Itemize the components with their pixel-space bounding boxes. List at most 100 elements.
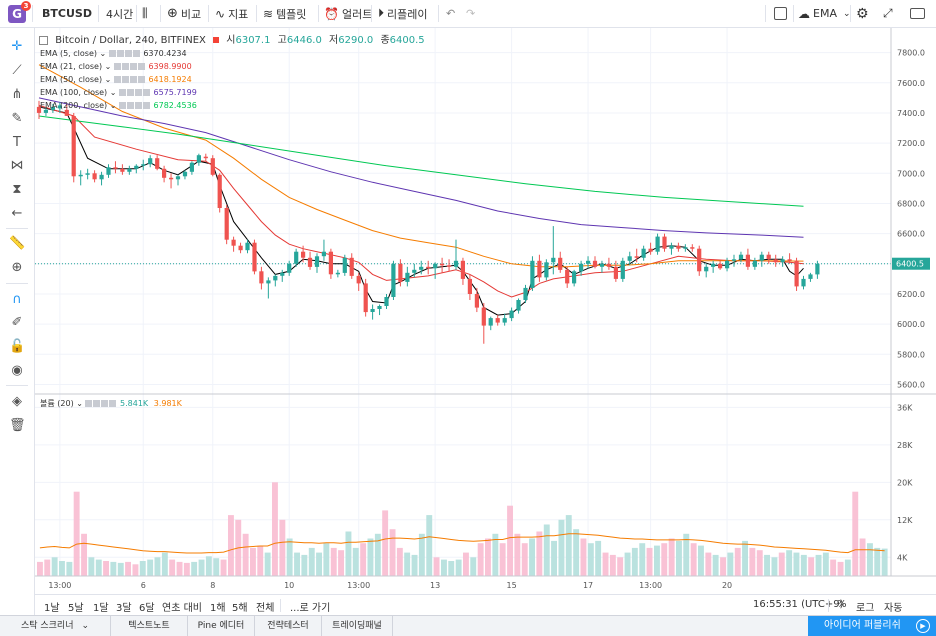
goto-date-button[interactable]: ...로 가기 <box>290 603 331 614</box>
brush-tool-icon[interactable]: ✎ <box>11 111 23 126</box>
volume-bar <box>646 547 653 576</box>
back-arrow-icon[interactable]: ← <box>11 206 23 221</box>
interval-button[interactable]: 4시간 <box>106 0 133 27</box>
range-1m[interactable]: 1달 <box>93 603 109 614</box>
ema-legend-21[interactable]: EMA (21, close) ⌄ 6398.9900 <box>40 61 192 72</box>
range-5d[interactable]: 5날 <box>68 603 84 614</box>
tab-label: Pine 에디터 <box>197 621 245 631</box>
volume-bar <box>66 561 73 576</box>
tab-strategy-tester[interactable]: 전략테스터 <box>255 616 322 636</box>
range-ytd[interactable]: 연초 대비 <box>162 603 202 614</box>
fullscreen-layout-button[interactable] <box>774 0 787 27</box>
candle-body <box>363 283 368 313</box>
publish-label: 아이디어 퍼블리쉬 <box>824 620 901 631</box>
y-tick-label: 7600.0 <box>897 79 925 88</box>
price-chart[interactable]: 5600.05800.06000.06200.06400.06600.06800… <box>35 28 936 594</box>
undo-button[interactable]: ↶ <box>446 0 455 27</box>
candle-body <box>537 260 542 278</box>
compare-button[interactable]: ⊕ 비교 <box>167 0 201 27</box>
volume-bar <box>654 545 660 576</box>
chart-style-button[interactable]: ⫼ <box>142 0 148 27</box>
trendline-tool-icon[interactable]: ⟋ <box>12 63 22 78</box>
layout-name-label: EMA <box>813 7 837 20</box>
x-tick-label: 13:00 <box>48 581 71 590</box>
range-5y[interactable]: 5해 <box>232 603 248 614</box>
volume-bar <box>749 547 756 576</box>
volume-bar <box>800 554 807 576</box>
candle-body <box>509 310 514 319</box>
volume-bar <box>220 559 227 576</box>
ema-legend-5[interactable]: EMA (5, close) ⌄ 6370.4234 <box>40 48 187 59</box>
alerts-button[interactable]: ⏰ 얼러트 <box>324 0 372 27</box>
range-3m[interactable]: 3달 <box>116 603 132 614</box>
range-1d[interactable]: 1날 <box>44 603 60 614</box>
zoom-in-icon[interactable]: ⊕ <box>11 260 23 275</box>
volume-bar <box>661 543 668 576</box>
candle-body <box>342 257 347 273</box>
indicators-button[interactable]: ∿ 지표 <box>215 0 248 27</box>
eye-icon[interactable]: ◉ <box>11 363 23 378</box>
prediction-tool-icon[interactable]: ⧗ <box>12 182 22 197</box>
maximize-button[interactable]: ⤢ <box>883 0 893 27</box>
candle-body <box>676 245 681 249</box>
axes: 5600.05800.06000.06200.06400.06600.06800… <box>35 28 936 590</box>
templates-icon: ≋ <box>263 6 274 21</box>
range-all[interactable]: 전체 <box>256 603 275 614</box>
pattern-tool-icon[interactable]: ⋈ <box>10 158 24 173</box>
range-1y[interactable]: 1해 <box>210 603 226 614</box>
lock-icon[interactable]: 🔓 <box>9 339 26 354</box>
candle-body <box>725 260 730 269</box>
log-toggle[interactable]: 로그 <box>856 603 875 614</box>
volume-bar <box>617 557 624 576</box>
legend-controls-icon <box>108 49 141 58</box>
tab-pine-editor[interactable]: Pine 에디터 <box>188 616 255 636</box>
volume-legend[interactable]: 볼륨 (20) ⌄ 5.841K 3.981K <box>40 398 182 409</box>
volume-bar <box>95 559 102 576</box>
collapse-toggle-icon[interactable] <box>39 35 48 45</box>
redo-button[interactable]: ↷ <box>466 0 475 27</box>
candle-body <box>634 256 639 258</box>
tab-text-notes[interactable]: 텍스트노트 <box>111 616 188 636</box>
cloud-icon: ☁ <box>798 6 810 21</box>
crosshair-tool-icon[interactable]: ✛ <box>11 39 23 54</box>
volume-bar <box>411 554 418 576</box>
logo-button[interactable]: G 3 <box>8 1 31 23</box>
tab-stock-screener[interactable]: 스탁 스크리너 ⌄ <box>0 616 111 636</box>
settings-button[interactable]: ⚙ <box>856 0 869 27</box>
volume-bar <box>433 557 440 576</box>
ema-legend-100[interactable]: EMA (100, close) ⌄ 6575.7199 <box>40 87 197 98</box>
legend-controls-icon <box>113 62 146 71</box>
layers-icon[interactable]: ◈ <box>12 394 22 409</box>
cloud-layout-button[interactable]: ☁ EMA ⌄ <box>798 0 851 27</box>
ruler-tool-icon[interactable]: 📏 <box>9 236 26 251</box>
candle-body <box>551 257 556 263</box>
last-price-tag <box>892 257 930 270</box>
square-icon <box>774 7 787 20</box>
range-6m[interactable]: 6달 <box>139 603 155 614</box>
candle-body <box>349 257 354 276</box>
snapshot-button[interactable] <box>910 0 925 27</box>
volume-bar <box>316 552 322 576</box>
ema-legend-50[interactable]: EMA (50, close) ⌄ 6418.1924 <box>40 74 192 85</box>
y-tick-label: 6800.0 <box>897 199 925 208</box>
stay-drawing-icon[interactable]: ✐ <box>11 315 23 330</box>
percent-toggle[interactable]: % <box>837 599 847 610</box>
pitchfork-tool-icon[interactable]: ⋔ <box>11 87 23 102</box>
clock-label[interactable]: 16:55:31 (UTC+9) <box>753 599 844 610</box>
ema-legend-200[interactable]: EMA (200, close) ⌄ 6782.4536 <box>40 100 197 111</box>
volume-ma-value: 3.981K <box>153 399 182 408</box>
candle-body <box>648 248 653 252</box>
text-tool-icon[interactable]: T <box>13 135 21 150</box>
auto-toggle[interactable]: 자동 <box>884 603 903 614</box>
close-value: 6400.5 <box>389 35 425 46</box>
volume-bar <box>837 561 844 576</box>
trash-icon[interactable]: 🗑 <box>9 418 26 433</box>
tab-trading-panel[interactable]: 트레이딩패널 <box>322 616 393 636</box>
templates-button[interactable]: ≋ 템플릿 <box>263 0 306 27</box>
symbol-search-button[interactable]: BTCUSD <box>42 0 92 27</box>
symbol-label: BTCUSD <box>42 7 92 20</box>
volume-bar <box>250 547 256 576</box>
publish-idea-button[interactable]: 아이디어 퍼블리쉬 ▶ <box>808 616 936 636</box>
magnet-icon[interactable]: ∩ <box>12 292 22 307</box>
replay-button[interactable]: ⏵ 리플레이 <box>378 0 428 27</box>
